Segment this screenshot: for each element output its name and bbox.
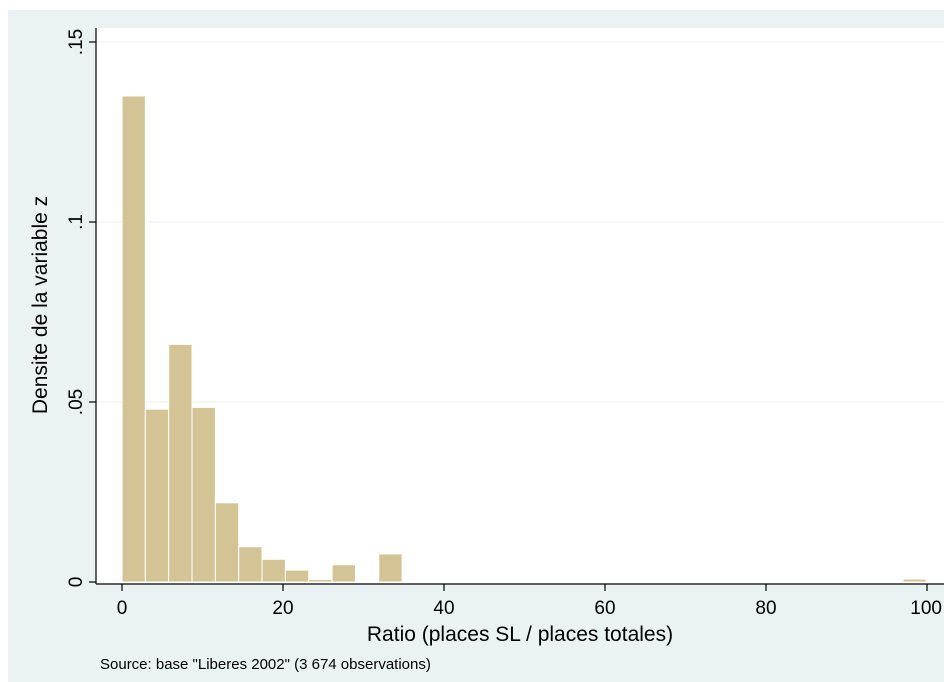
histogram-bar-8	[308, 578, 333, 583]
histogram-bar-0	[121, 95, 146, 583]
x-tick-label-2: 40	[433, 598, 454, 619]
y-tick-label-0: 0	[66, 577, 87, 588]
y-tick-label-3: .15	[66, 29, 87, 55]
axes	[89, 28, 944, 591]
histogram-bar-2	[168, 343, 193, 583]
x-axis-title: Ratio (places SL / places totales)	[367, 623, 673, 646]
histogram-bar-7	[284, 569, 310, 583]
histogram-bar-3	[191, 406, 216, 583]
grid-lines	[96, 41, 944, 403]
histogram-bar-1	[144, 408, 170, 583]
histogram-bar-5	[238, 546, 263, 583]
y-tick-label-2: .1	[66, 214, 87, 230]
y-tick-label-1: .05	[66, 389, 87, 415]
histogram-bars	[121, 95, 927, 583]
x-tick-label-0: 0	[117, 598, 128, 619]
histogram-bar-4	[214, 502, 240, 583]
source-note: Source: base "Liberes 2002" (3 674 obser…	[100, 656, 431, 673]
histogram-bar-6	[261, 558, 286, 583]
y-axis-title: Densite de la variable z	[29, 196, 52, 414]
plot-area	[96, 28, 944, 584]
tick-labels: 0 .05 .1 .15 0 20 40 60 80 100	[66, 29, 942, 619]
x-tick-label-1: 20	[272, 598, 293, 619]
histogram-bar-9	[331, 564, 356, 583]
histogram-bar-11	[378, 553, 403, 583]
x-tick-label-4: 80	[755, 598, 776, 619]
x-tick-label-3: 60	[594, 598, 615, 619]
x-tick-label-5: 100	[910, 598, 942, 619]
histogram-bar-12	[902, 578, 927, 583]
